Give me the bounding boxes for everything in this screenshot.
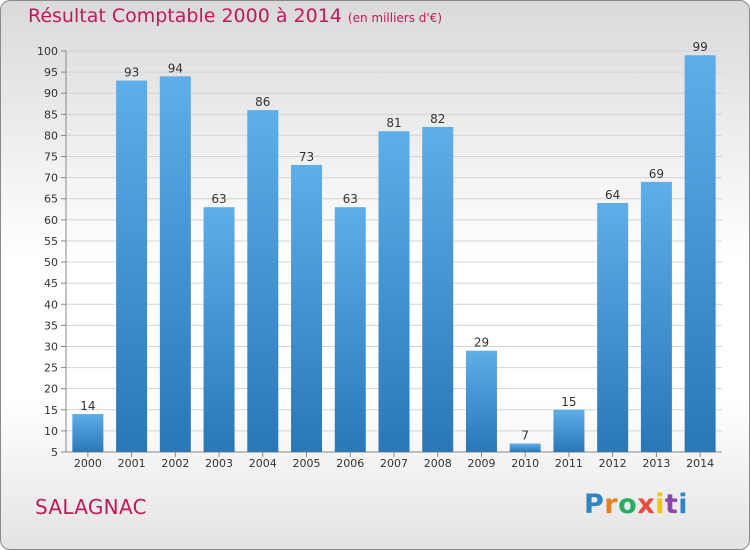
x-tick-label: 2012 (599, 457, 627, 470)
bar (640, 181, 672, 452)
y-tick-label: 55 (44, 235, 58, 248)
bar-value-label: 64 (605, 188, 620, 202)
y-tick-label: 15 (44, 404, 58, 417)
y-tick-label: 60 (44, 214, 58, 227)
y-tick-label: 75 (44, 151, 58, 164)
bar-value-label: 86 (255, 95, 270, 109)
bar (553, 409, 585, 452)
x-tick-label: 2010 (511, 457, 539, 470)
bar-value-label: 93 (124, 66, 139, 80)
bar (422, 126, 454, 453)
x-tick-label: 2014 (686, 457, 714, 470)
bar-value-label: 63 (211, 192, 226, 206)
logo-letter: i (678, 489, 689, 520)
logo-letter: t (664, 489, 679, 520)
bar-value-label: 94 (168, 61, 183, 75)
x-tick-label: 2008 (424, 457, 452, 470)
y-tick-label: 30 (44, 340, 58, 353)
y-tick-label: 25 (44, 362, 58, 375)
bar-value-label: 73 (299, 150, 314, 164)
bar-value-label: 69 (649, 167, 664, 181)
y-tick-label: 90 (44, 87, 58, 100)
commune-name: SALAGNAC (35, 495, 147, 519)
x-tick-label: 2009 (467, 457, 495, 470)
y-tick-label: 80 (44, 129, 58, 142)
x-tick-label: 2000 (74, 457, 102, 470)
y-tick-label: 65 (44, 193, 58, 206)
x-tick-label: 2011 (555, 457, 583, 470)
y-tick-label: 50 (44, 256, 58, 269)
x-tick-label: 2002 (161, 457, 189, 470)
x-tick-label: 2013 (642, 457, 670, 470)
bar-value-label: 82 (430, 112, 445, 126)
logo-letter: P (584, 489, 605, 520)
bar (291, 164, 323, 452)
logo-letter: i (655, 489, 665, 520)
bar (684, 55, 716, 452)
x-tick-label: 2007 (380, 457, 408, 470)
bar-value-label: 14 (80, 399, 95, 413)
bar-value-label: 15 (561, 395, 576, 409)
bar (334, 207, 366, 452)
x-tick-label: 2003 (205, 457, 233, 470)
y-tick-label: 45 (44, 277, 58, 290)
y-tick-label: 70 (44, 172, 58, 185)
y-tick-label: 40 (44, 298, 58, 311)
bar (509, 443, 541, 452)
bar-value-label: 81 (386, 116, 401, 130)
bar (159, 76, 191, 452)
x-tick-label: 2005 (293, 457, 321, 470)
x-tick-label: 2004 (249, 457, 277, 470)
bar (597, 202, 629, 452)
bar (203, 207, 235, 452)
chart-title: Résultat Comptable 2000 à 2014 (en millie… (28, 5, 443, 27)
y-tick-label: 100 (37, 45, 58, 58)
logo-letter: r (604, 489, 619, 520)
y-tick-label: 85 (44, 108, 58, 121)
chart-subtitle: (en milliers d'€) (347, 11, 443, 25)
bar (72, 414, 104, 452)
bar-value-label: 63 (343, 192, 358, 206)
x-tick-label: 2006 (336, 457, 364, 470)
logo-letter: o (618, 489, 638, 520)
logo-letter: x (637, 489, 656, 520)
x-tick-label: 2001 (118, 457, 146, 470)
bar (116, 80, 148, 453)
y-tick-label: 5 (51, 446, 58, 459)
proxiti-logo: Proxiti (584, 489, 688, 520)
bar-value-label: 29 (474, 336, 489, 350)
y-tick-label: 95 (44, 66, 58, 79)
bar (465, 350, 497, 452)
bar-value-label: 7 (521, 429, 529, 443)
bar (247, 110, 279, 453)
bar-value-label: 99 (692, 40, 707, 54)
y-tick-label: 20 (44, 383, 58, 396)
bar (378, 131, 410, 452)
y-tick-label: 35 (44, 319, 58, 332)
y-tick-label: 10 (44, 425, 58, 438)
